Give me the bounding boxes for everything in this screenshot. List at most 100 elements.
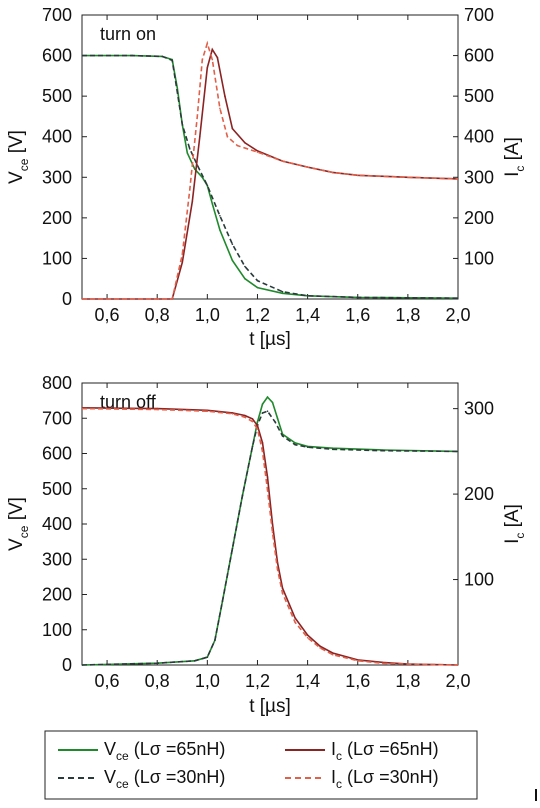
data-point bbox=[382, 449, 384, 452]
data-point bbox=[186, 152, 189, 154]
data-point bbox=[306, 636, 309, 639]
data-point bbox=[356, 174, 359, 177]
data-point bbox=[244, 265, 246, 268]
data-point bbox=[382, 662, 384, 665]
y-right-tick-label: 100 bbox=[464, 248, 494, 268]
data-point bbox=[294, 617, 296, 619]
data-point bbox=[331, 652, 334, 654]
data-point bbox=[219, 229, 221, 231]
y-left-tick-label: 600 bbox=[42, 444, 72, 464]
data-point bbox=[256, 151, 259, 153]
data-point bbox=[331, 448, 334, 451]
y-left-tick-label: 500 bbox=[42, 479, 72, 499]
data-point bbox=[231, 413, 234, 415]
data-point bbox=[244, 414, 246, 417]
data-point bbox=[82, 407, 83, 410]
data-point bbox=[306, 634, 309, 636]
y-left-axis-label: Vce [V] bbox=[6, 130, 31, 184]
data-point bbox=[457, 450, 458, 453]
x-tick-label: 1,4 bbox=[295, 671, 320, 691]
x-tick-label: 2,0 bbox=[445, 305, 470, 325]
y-left-tick-label: 200 bbox=[42, 208, 72, 228]
y-right-axis-label: Ic [A] bbox=[502, 504, 527, 544]
data-point bbox=[181, 123, 184, 126]
x-tick-label: 0,6 bbox=[95, 671, 120, 691]
data-point bbox=[194, 660, 196, 662]
data-point bbox=[199, 135, 201, 138]
legend: Vce (Lσ =65nH) Ic (Lσ =65nH) Vce (Lσ =30nH… bbox=[44, 730, 478, 800]
data-point bbox=[306, 166, 309, 168]
data-point bbox=[196, 115, 199, 118]
x-tick-label: 0,6 bbox=[95, 305, 120, 325]
data-point bbox=[256, 424, 259, 427]
data-point bbox=[306, 446, 309, 449]
data-point bbox=[256, 150, 259, 152]
data-point bbox=[82, 664, 83, 666]
data-point bbox=[261, 412, 264, 414]
data-point bbox=[221, 600, 224, 603]
data-point bbox=[156, 408, 158, 411]
data-point bbox=[457, 664, 458, 666]
data-point bbox=[241, 495, 244, 497]
y-right-tick-label: 300 bbox=[464, 167, 494, 187]
y-left-tick-label: 0 bbox=[62, 289, 72, 309]
data-point bbox=[274, 421, 276, 423]
data-point bbox=[256, 421, 259, 423]
data-point bbox=[294, 443, 296, 446]
data-point bbox=[176, 87, 179, 89]
data-point bbox=[356, 296, 359, 299]
data-point bbox=[457, 297, 458, 299]
legend-entry-label: Vce (Lσ =65nH) bbox=[104, 739, 225, 763]
legend-entry-label: Ic (Lσ =30nH) bbox=[331, 767, 439, 791]
turn-on-chart: 0,6 0,8 1,0 1,2 1,4 1,6 1,8 2,0 0 100 200 300 400 500… bbox=[6, 5, 527, 350]
data-point bbox=[231, 259, 234, 262]
data-point bbox=[281, 290, 284, 293]
x-tick-label: 1,0 bbox=[195, 305, 220, 325]
data-point bbox=[219, 107, 221, 110]
legend-frame bbox=[44, 730, 478, 800]
data-point bbox=[189, 188, 191, 191]
data-point bbox=[281, 592, 284, 594]
data-point bbox=[211, 202, 214, 205]
series-line-vce-65 bbox=[82, 395, 458, 666]
data-point bbox=[176, 91, 179, 93]
data-point bbox=[356, 659, 359, 662]
data-point bbox=[231, 547, 234, 550]
series-line-ic-65 bbox=[82, 407, 458, 666]
data-point bbox=[266, 396, 269, 398]
data-point bbox=[294, 621, 296, 624]
x-tick-label: 1,4 bbox=[295, 305, 320, 325]
data-point bbox=[281, 160, 284, 162]
x-axis-label: t [µs] bbox=[249, 696, 291, 717]
data-point bbox=[226, 135, 229, 138]
data-point bbox=[82, 298, 83, 300]
x-tick-label: 1,6 bbox=[345, 305, 370, 325]
y-right-tick-label: 200 bbox=[464, 208, 494, 228]
y-right-tick-label: 600 bbox=[464, 46, 494, 66]
x-tick-label: 0,8 bbox=[145, 305, 170, 325]
series-line-ic-30 bbox=[82, 407, 458, 666]
panel-label: turn on bbox=[100, 24, 156, 44]
data-point bbox=[206, 410, 209, 413]
data-point bbox=[261, 403, 264, 405]
y-left-tick-label: 700 bbox=[42, 5, 72, 25]
legend-entry-label: Vce (Lσ =30nH) bbox=[104, 767, 225, 791]
plot-frame bbox=[81, 14, 459, 300]
data-point bbox=[82, 54, 83, 57]
y-left-tick-label: 300 bbox=[42, 167, 72, 187]
data-point bbox=[251, 420, 254, 423]
data-point bbox=[206, 42, 209, 45]
x-tick-label: 1,2 bbox=[245, 671, 270, 691]
data-point bbox=[211, 58, 214, 61]
data-point bbox=[231, 127, 234, 130]
y-left-axis-label: Vce [V] bbox=[6, 497, 31, 551]
data-point bbox=[156, 662, 158, 664]
data-point bbox=[214, 639, 216, 642]
data-point bbox=[231, 243, 234, 245]
x-tick-label: 1,0 bbox=[195, 671, 220, 691]
data-point bbox=[256, 279, 259, 282]
legend-entry-label: Ic (Lσ =65nH) bbox=[331, 739, 439, 763]
y-right-tick-label: 500 bbox=[464, 86, 494, 106]
x-axis-label: t [µs] bbox=[249, 329, 291, 350]
